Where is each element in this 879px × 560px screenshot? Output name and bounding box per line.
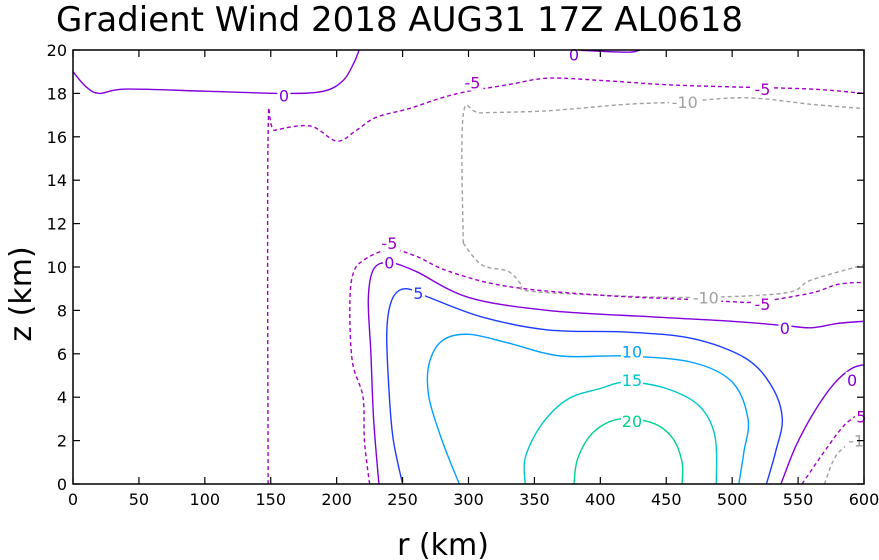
contour-label-bg (382, 254, 396, 271)
x-tick-label: 50 (129, 490, 149, 509)
contour-label: -10 (693, 288, 719, 307)
x-tick-label: 200 (321, 490, 352, 509)
contour-label: 5 (856, 408, 866, 427)
contour-label: -10 (672, 93, 698, 112)
contour-label-bg (620, 343, 643, 360)
contour-label-bg (620, 413, 643, 430)
chart-title: Gradient Wind 2018 AUG31 17Z AL0618 (56, 0, 743, 40)
y-axis-label: z (km) (4, 246, 39, 341)
contour-label-bg (620, 371, 643, 388)
contour-cm5mid (349, 248, 864, 484)
contour-label-bg (845, 371, 859, 388)
y-tick-label: 10 (47, 258, 67, 277)
contour-c0right (780, 363, 864, 484)
contour-label: 0 (780, 319, 790, 338)
y-tick-label: 2 (57, 432, 67, 451)
contour-label: 20 (622, 412, 642, 431)
contour-label: -1 (848, 432, 864, 451)
y-axis: 0 2 4 6 8 10 12 14 16 18 20 (47, 41, 864, 494)
y-tick-label: 0 (57, 475, 67, 494)
contour-label-bg (751, 81, 774, 98)
contour-label: -5 (755, 295, 771, 314)
contour-label: 0 (569, 45, 579, 64)
contour-label: 5 (413, 284, 423, 303)
plot-frame (72, 49, 865, 485)
x-tick-label: 150 (255, 490, 286, 509)
contour-c5 (386, 287, 784, 484)
y-tick-label: 18 (47, 84, 67, 103)
contour-c15 (523, 381, 718, 484)
contour-label: -5 (381, 234, 397, 253)
x-tick-label: 350 (519, 490, 550, 509)
contour-label-bg (378, 235, 401, 252)
contour-label-bg (778, 319, 792, 336)
y-tick-label: 12 (47, 215, 67, 234)
x-tick-label: 250 (387, 490, 418, 509)
contour-label: 10 (622, 343, 642, 362)
contour-label-bg (845, 432, 868, 449)
x-axis: 0 50 100 150 200 250 300 350 400 450 500 550 600 (68, 50, 879, 509)
y-tick-label: 4 (57, 388, 67, 407)
contour-label: 0 (279, 87, 289, 106)
contour-cm5top (266, 77, 864, 484)
contour-label: 0 (847, 371, 857, 390)
contour-label: 15 (622, 371, 642, 390)
x-tick-label: 450 (651, 490, 682, 509)
contour-label-bg (751, 295, 774, 312)
x-tick-label: 100 (190, 490, 221, 509)
y-tick-label: 8 (57, 301, 67, 320)
contour-label: 0 (384, 254, 394, 273)
contour-cm10low (462, 242, 864, 299)
y-tick-label: 6 (57, 345, 67, 364)
x-tick-label: 0 (68, 490, 78, 509)
contour-c0a (73, 50, 360, 95)
x-tick-label: 600 (849, 490, 879, 509)
x-axis-label: r (km) (397, 528, 489, 560)
contour-c0mid (367, 261, 864, 484)
contour-label-bg (690, 289, 722, 306)
x-tick-label: 500 (717, 490, 748, 509)
y-tick-label: 20 (47, 41, 67, 60)
y-tick-label: 16 (47, 128, 67, 147)
contour-layer (73, 50, 864, 484)
x-tick-label: 550 (783, 490, 814, 509)
contour-label-bg (411, 285, 425, 302)
contour-cm10top (461, 96, 864, 244)
x-tick-label: 300 (453, 490, 484, 509)
x-tick-label: 400 (585, 490, 616, 509)
contour-c10 (426, 333, 750, 484)
contour-label-bg (669, 94, 701, 111)
contour-label: -5 (755, 80, 771, 99)
contour-label-bg (461, 74, 484, 91)
y-tick-label: 14 (47, 171, 67, 190)
contour-label: -5 (464, 74, 480, 93)
contour-label-bg (277, 87, 291, 104)
